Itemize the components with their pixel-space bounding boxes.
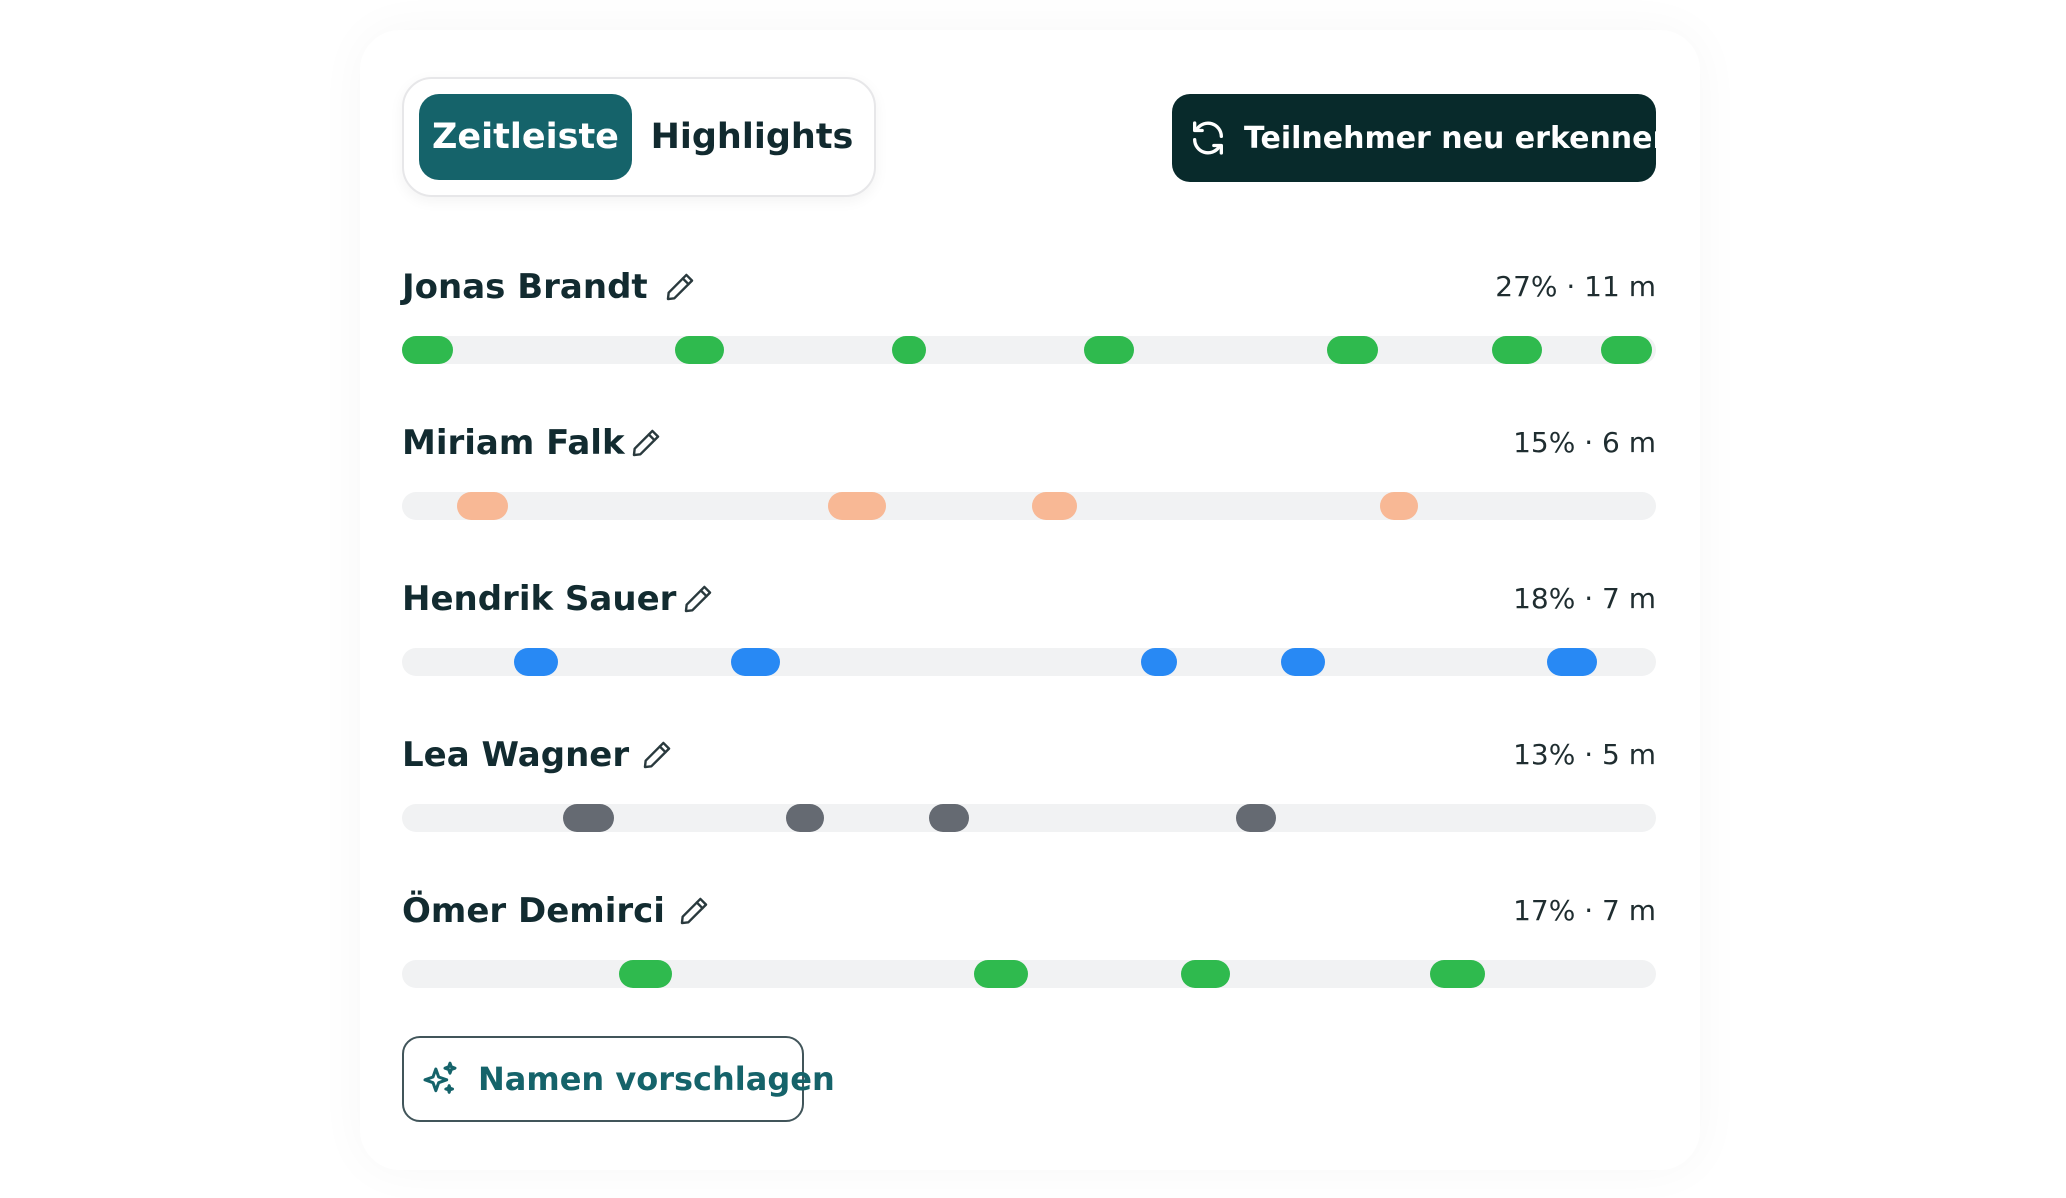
speaking-segment[interactable]	[1281, 648, 1325, 676]
tab-highlights[interactable]: Highlights	[650, 117, 854, 157]
speaking-segment[interactable]	[514, 648, 558, 676]
speaking-segment[interactable]	[1181, 960, 1230, 988]
speaking-segment[interactable]	[1084, 336, 1134, 364]
speaking-segment[interactable]	[828, 492, 886, 520]
speaking-segment[interactable]	[1327, 336, 1378, 364]
sparkle-icon	[420, 1059, 460, 1099]
redetect-participants-label: Teilnehmer neu erkennen	[1244, 120, 1674, 156]
participant-name: Miriam Falk	[402, 423, 625, 463]
suggest-names-label: Namen vorschlagen	[478, 1060, 835, 1098]
participant-name: Hendrik Sauer	[402, 579, 677, 619]
speaking-segment[interactable]	[563, 804, 614, 832]
speaking-segment[interactable]	[402, 336, 453, 364]
speaking-segment[interactable]	[1430, 960, 1485, 988]
speaking-segment[interactable]	[974, 960, 1028, 988]
speaking-segment[interactable]	[457, 492, 508, 520]
speaking-segment[interactable]	[1032, 492, 1077, 520]
suggest-names-button[interactable]: Namen vorschlagen	[402, 1036, 835, 1122]
refresh-icon	[1188, 118, 1228, 158]
participant-stats: 18% · 7 m	[1513, 582, 1656, 615]
pencil-icon[interactable]	[640, 738, 674, 772]
participant-timeline-track[interactable]	[402, 492, 1656, 520]
speaking-segment[interactable]	[1547, 648, 1597, 676]
speaking-segment[interactable]	[786, 804, 824, 832]
participant-name: Ömer Demirci	[402, 891, 665, 931]
participant-timeline-track[interactable]	[402, 648, 1656, 676]
speaking-segment[interactable]	[1236, 804, 1276, 832]
participant-timeline-track[interactable]	[402, 804, 1656, 832]
participant-timeline-track[interactable]	[402, 336, 1656, 364]
participant-stats: 27% · 11 m	[1495, 270, 1656, 303]
redetect-participants-button[interactable]: Teilnehmer neu erkennen	[1172, 94, 1674, 182]
speaking-segment[interactable]	[1492, 336, 1542, 364]
speaking-segment[interactable]	[675, 336, 724, 364]
tab-zeitleiste[interactable]: Zeitleiste	[419, 94, 632, 180]
view-tab-switcher: Zeitleiste Highlights	[402, 77, 876, 197]
participant-name: Jonas Brandt	[402, 267, 648, 307]
participant-stats: 17% · 7 m	[1513, 894, 1656, 927]
speaking-segment[interactable]	[1141, 648, 1177, 676]
participant-stats: 15% · 6 m	[1513, 426, 1656, 459]
speaking-segment[interactable]	[929, 804, 969, 832]
pencil-icon[interactable]	[629, 426, 663, 460]
speaking-segment[interactable]	[1601, 336, 1652, 364]
participant-stats: 13% · 5 m	[1513, 738, 1656, 771]
participant-name: Lea Wagner	[402, 735, 630, 775]
speaking-segment[interactable]	[619, 960, 672, 988]
speaking-segment[interactable]	[1380, 492, 1418, 520]
speaking-segment[interactable]	[892, 336, 926, 364]
participant-timeline-track[interactable]	[402, 960, 1656, 988]
pencil-icon[interactable]	[681, 582, 715, 616]
pencil-icon[interactable]	[663, 270, 697, 304]
pencil-icon[interactable]	[677, 894, 711, 928]
speaking-segment[interactable]	[731, 648, 780, 676]
